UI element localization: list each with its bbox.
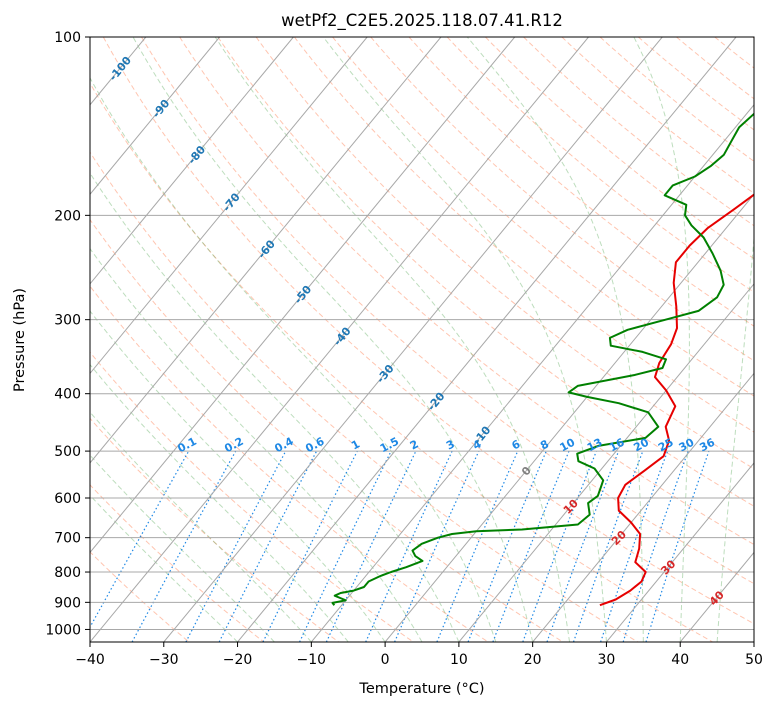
x-tick-label: −20 (223, 652, 253, 668)
mixing-ratio-line (522, 450, 597, 642)
isotherm (384, 193, 754, 642)
dry-adiabat (179, 37, 754, 546)
moist-adiabat (90, 76, 497, 642)
y-tick-label: 400 (54, 387, 81, 403)
mixing-ratio-label: 20 (631, 436, 651, 455)
isotherm (90, 37, 516, 554)
y-tick-label: 700 (54, 531, 81, 547)
y-tick-label: 1000 (45, 622, 81, 638)
dry-adiabat (90, 218, 564, 642)
mixing-ratio-line (436, 450, 519, 642)
dry-adiabat (446, 37, 754, 293)
x-tick-label: 40 (671, 652, 689, 668)
moist-adiabat (90, 247, 423, 642)
isotherm (90, 37, 589, 642)
isotherm (90, 37, 368, 375)
mixing-ratio-line (622, 450, 689, 642)
dry-adiabat (561, 37, 754, 194)
x-tick-label: 50 (745, 652, 763, 668)
moist-adiabat (90, 494, 238, 642)
moist-adiabat (132, 37, 534, 642)
y-tick-label: 800 (54, 565, 81, 581)
dry-adiabat (141, 37, 754, 585)
isotherm (90, 37, 442, 464)
moist-adiabat (322, 37, 607, 642)
isotherm (163, 37, 663, 642)
mixing-ratio-line (262, 450, 358, 642)
plot-area: 0.1 0.2 0.4 0.6 1 1.5 2 3 4 6 8 10 13 16 20 25 30 36-100-… (90, 37, 754, 642)
moist-adiabat (90, 310, 386, 642)
isotherm (310, 103, 754, 642)
x-tick-label: −30 (149, 652, 179, 668)
mixing-ratio-label: 16 (607, 436, 627, 455)
x-axis-label: Temperature (°C) (358, 681, 484, 697)
pressure-gridlines (90, 37, 754, 630)
mixing-ratio-label: 13 (585, 436, 605, 455)
x-tick-label: −40 (75, 652, 105, 668)
dry-adiabat (294, 37, 754, 433)
dry-adiabat (485, 37, 754, 260)
x-tick-label: −10 (297, 652, 327, 668)
mixing-ratio-label: 25 (656, 436, 676, 455)
dry-adiabat (90, 285, 489, 642)
dry-adiabat (90, 82, 713, 642)
dry-adiabats (90, 37, 754, 642)
mixing-ratio-line (546, 450, 620, 642)
mixing-ratio-line (572, 450, 644, 642)
chart-title: wetPf2_C2E5.2025.118.07.41.R12 (281, 11, 563, 31)
mixing-ratio-line (467, 450, 547, 642)
isotherm (237, 37, 737, 642)
y-tick-label: 200 (54, 208, 81, 224)
y-tick-label: 600 (54, 491, 81, 507)
x-tick-label: 0 (381, 652, 390, 668)
mixing-ratio-line (492, 450, 570, 642)
moist-adiabat (633, 37, 690, 642)
moist-adiabat (90, 172, 460, 642)
mixing-ratio-line (645, 450, 710, 642)
mixing-ratio-lines (90, 450, 710, 642)
x-tick-label: 20 (524, 652, 542, 668)
dry-adiabat (90, 151, 639, 642)
y-axis-label: Pressure (hPa) (12, 288, 28, 392)
mixing-ratio-line (90, 450, 190, 629)
x-tick-label: 30 (598, 652, 616, 668)
isotherm (90, 37, 294, 285)
moist-adiabat (716, 232, 754, 642)
mixing-ratio-label: 10 (558, 436, 578, 455)
isotherm (90, 37, 221, 196)
sounding-profiles (331, 112, 754, 607)
y-tick-label: 100 (54, 30, 81, 46)
mixing-ratio-line (365, 450, 453, 642)
mixing-ratio-line (394, 450, 480, 642)
y-tick-label: 900 (54, 595, 81, 611)
dry-adiabat (90, 351, 414, 642)
dry-adiabat (90, 484, 265, 642)
isotherm (532, 372, 754, 642)
x-tick-label: 10 (450, 652, 468, 668)
moist-adiabat (90, 454, 275, 642)
isotherm (606, 462, 754, 642)
plot-frame (89, 36, 755, 643)
dry-adiabat (255, 37, 754, 470)
axes: −40 −30 −20 −10 0 10 20 30 40 50 100 200 300 400 500 60… (45, 30, 763, 668)
dewpoint-profile (331, 112, 754, 606)
dry-adiabat (370, 37, 754, 362)
mixing-ratio-label: 36 (697, 436, 717, 455)
moist-adiabats (90, 37, 754, 642)
moist-adiabat (466, 37, 644, 642)
dry-adiabat (217, 37, 754, 507)
y-tick-label: 500 (54, 444, 81, 460)
y-tick-label: 300 (54, 313, 81, 329)
mixing-ratio-line (131, 450, 237, 642)
isotherm (458, 283, 754, 642)
mixing-ratio-label: 30 (677, 436, 697, 455)
isotherms (90, 37, 754, 642)
mixing-ratio-line (600, 450, 669, 642)
moist-adiabat (214, 37, 571, 642)
